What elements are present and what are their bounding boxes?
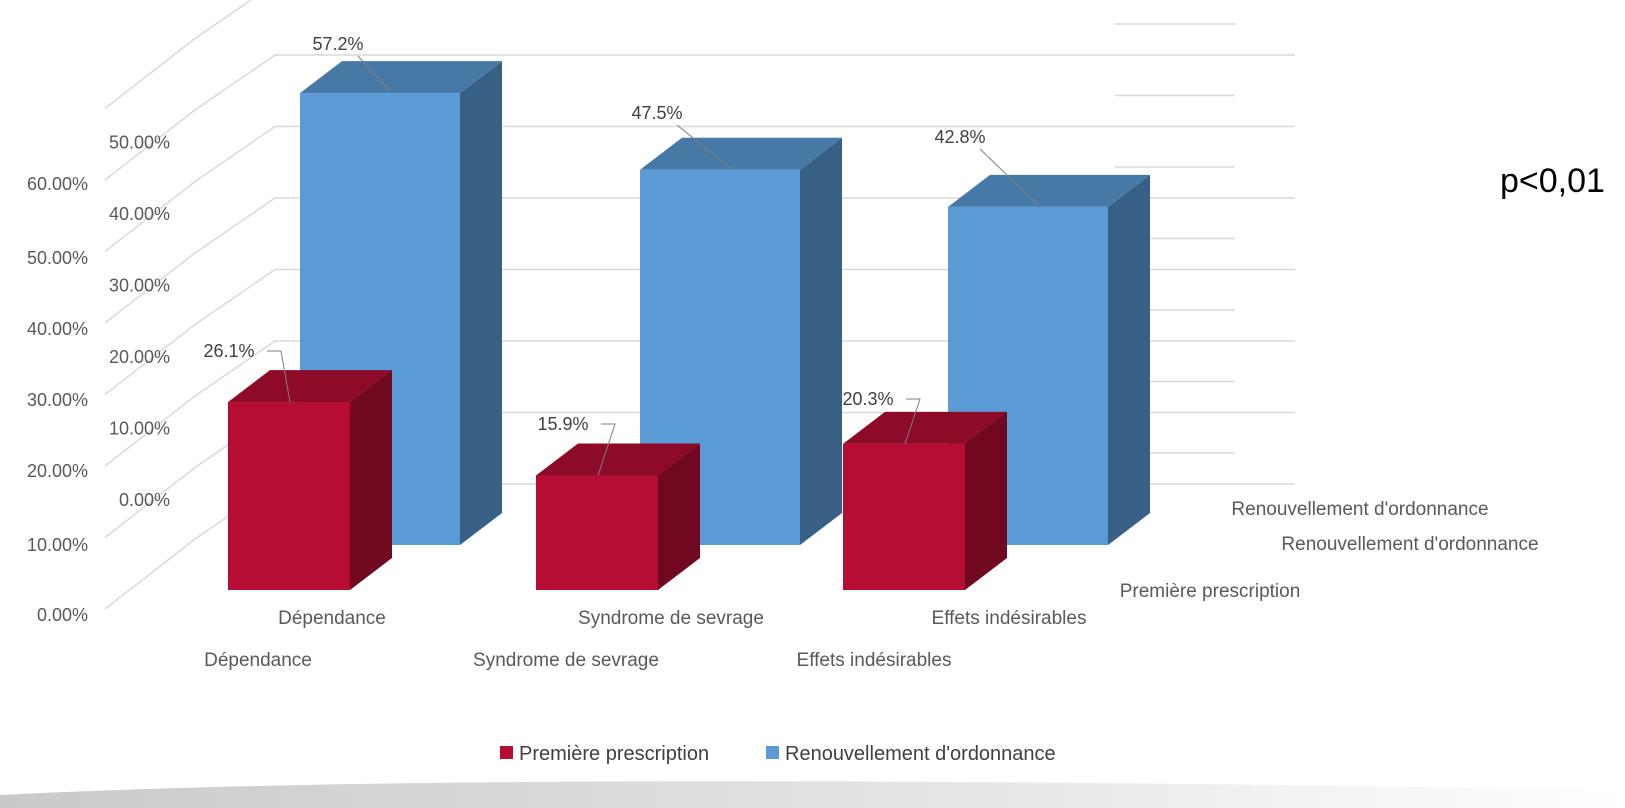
legend-label: Renouvellement d'ordonnance (785, 743, 1056, 765)
category-label-back: Dépendance (204, 650, 312, 671)
bar-renouvellement-2 (948, 174, 1150, 545)
bar-premiere-1 (536, 443, 700, 590)
p-value-annotation: p<0,01 (1500, 162, 1605, 200)
depth-axis-label: Renouvellement d'ordonnance (1231, 499, 1488, 520)
value-label-renouvellement: 57.2% (312, 34, 363, 54)
y-tick-label-front: 40.00% (27, 319, 88, 339)
category-label-back: Syndrome de sevrage (473, 650, 659, 671)
bar-premiere-2-front (843, 443, 965, 590)
value-label-renouvellement: 47.5% (631, 103, 682, 123)
bar-renouvellement-1-side (800, 137, 842, 545)
y-tick-label-front: 10.00% (27, 535, 88, 555)
gridline-back (104, 125, 1295, 253)
bar-premiere-0 (228, 370, 392, 590)
leader-line-renouvellement (979, 148, 1039, 206)
leader-line-premiere (904, 398, 921, 444)
bar-renouvellement-0-side (460, 61, 502, 546)
y-tick-label-back: 40.00% (109, 204, 170, 224)
depth-axis-label: Renouvellement d'ordonnance (1281, 534, 1538, 555)
bar-premiere-1-front (536, 475, 658, 590)
leader-line-renouvellement (357, 55, 391, 92)
bar-renouvellement-1-top (640, 137, 842, 170)
y-tick-label-front: 50.00% (27, 248, 88, 268)
value-label-premiere: 26.1% (203, 341, 254, 361)
leader-line-premiere (597, 423, 616, 476)
y-tick-label-back: 50.00% (109, 133, 170, 153)
gridline-back (104, 0, 253, 110)
bar-premiere-0-top (228, 370, 392, 403)
y-tick-label-back: 30.00% (109, 276, 170, 296)
legend-swatch (500, 746, 513, 759)
category-label: Syndrome de sevrage (578, 608, 764, 629)
y-tick-label-front: 60.00% (27, 174, 88, 194)
bar-renouvellement-2-top (948, 174, 1150, 207)
leader-line-renouvellement (676, 124, 731, 169)
bar-renouvellement-0-top (300, 61, 502, 94)
value-label-premiere: 20.3% (842, 389, 893, 409)
category-label: Effets indésirables (932, 608, 1087, 629)
value-label-renouvellement: 42.8% (934, 127, 985, 147)
bar-premiere-2 (843, 411, 1007, 590)
bar-renouvellement-2-side (1108, 174, 1150, 545)
bar-premiere-0-front (228, 402, 350, 590)
value-label-premiere: 15.9% (537, 414, 588, 434)
legend-swatch (766, 746, 779, 759)
gridline-back (104, 54, 1295, 181)
bar-premiere-2-side (965, 411, 1007, 590)
legend-label: Première prescription (519, 743, 709, 765)
y-tick-label-back: 0.00% (119, 490, 170, 510)
category-label: Dépendance (278, 608, 386, 629)
y-tick-label-front: 30.00% (27, 390, 88, 410)
y-tick-label-back: 10.00% (109, 419, 170, 439)
bar-premiere-1-side (658, 443, 700, 590)
category-label-back: Effets indésirables (797, 650, 952, 671)
bottom-shadow-decoration (0, 781, 1625, 808)
y-tick-label-front: 20.00% (27, 461, 88, 481)
bar-premiere-0-side (350, 370, 392, 590)
bar-premiere-2-top (843, 411, 1007, 444)
bar-renouvellement-1 (640, 137, 842, 545)
depth-axis-label: Première prescription (1120, 581, 1301, 602)
y-tick-label-back: 20.00% (109, 347, 170, 367)
bar-premiere-1-top (536, 443, 700, 476)
y-tick-label-front: 0.00% (37, 605, 88, 625)
leader-line-premiere (267, 350, 291, 403)
